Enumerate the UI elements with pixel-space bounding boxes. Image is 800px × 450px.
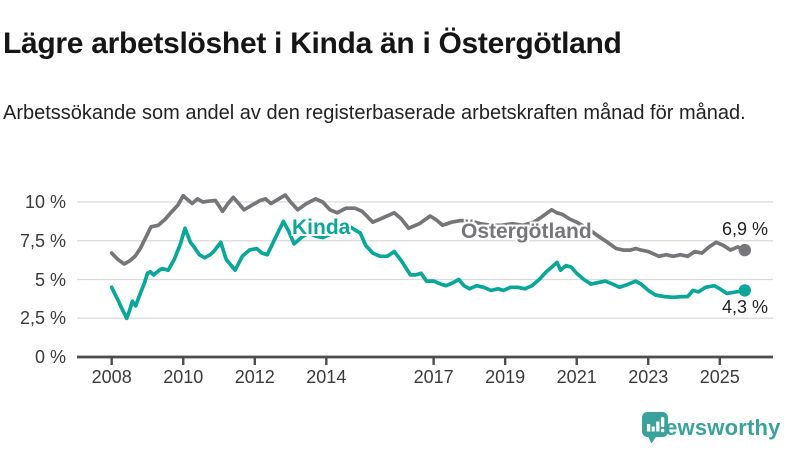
- chart-subtitle: Arbetssökande som andel av den registerb…: [3, 102, 746, 124]
- x-tick-label: 2008: [91, 367, 132, 387]
- series-label-ostergotland: Östergötland: [461, 220, 592, 243]
- end-value-kinda: 4,3 %: [722, 297, 769, 317]
- newsworthy-logo-icon: [642, 412, 668, 444]
- end-value-ostergotland: 6,9 %: [722, 219, 769, 239]
- x-tick-label: 2023: [628, 367, 669, 387]
- newsworthy-logo-text: Newsworthy: [649, 415, 781, 440]
- series-end-dot-Kinda: [738, 284, 751, 297]
- y-tick-label: 10 %: [24, 192, 66, 212]
- x-tick-label: 2010: [163, 367, 204, 387]
- y-tick-label: 7,5 %: [19, 230, 66, 251]
- y-tick-label: 5 %: [34, 269, 66, 290]
- series-label-kinda: Kinda: [292, 216, 351, 239]
- chart-title: Lägre arbetslöshet i Kinda än i Östergöt…: [3, 27, 622, 61]
- y-tick-label: 0 %: [34, 347, 66, 367]
- series-line-Östergötland: [109, 193, 747, 266]
- x-tick-label: 2021: [556, 367, 597, 387]
- x-tick-label: 2014: [306, 367, 347, 387]
- y-tick-label: 2,5 %: [19, 308, 66, 329]
- x-tick-label: 2017: [413, 367, 454, 387]
- series-end-dot-Östergötland: [738, 243, 751, 257]
- x-tick-label: 2025: [699, 367, 740, 387]
- newsworthy-logo: Newsworthy: [641, 411, 781, 445]
- x-tick-label: 2019: [485, 367, 526, 387]
- series-line-Kinda: [109, 219, 747, 321]
- x-tick-label: 2012: [234, 367, 275, 387]
